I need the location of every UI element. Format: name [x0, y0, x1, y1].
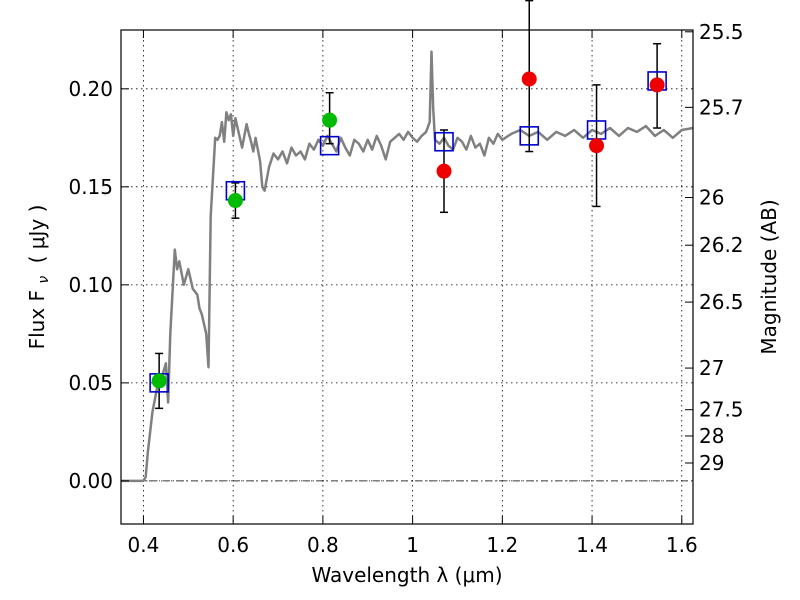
y-tick-label: 0.15 [68, 175, 113, 199]
y-axis-ticks: 0.00 0.05 0.10 0.15 0.20 [68, 77, 129, 493]
mag-tick-label: 26.5 [699, 290, 744, 314]
x-tick-label: 1.2 [486, 533, 518, 557]
y-axis-label-main: Flux F [25, 290, 49, 349]
measurement-point [436, 163, 452, 179]
detection-point [322, 112, 338, 128]
mag-tick-label: 25.5 [699, 20, 744, 44]
y-axis-label-unit: ( μJy ) [25, 205, 49, 264]
mag-tick-label: 27.5 [699, 398, 744, 422]
x-tick-label: 1 [406, 533, 419, 557]
y-axis-label-subscript: ν [36, 276, 52, 284]
detection-point [151, 373, 167, 389]
mag-tick-label: 28 [699, 424, 724, 448]
y-tick-label: 0.10 [68, 273, 113, 297]
measurement-point [589, 138, 605, 154]
y-axis-label: Flux F ν ( μJy ) [25, 205, 53, 350]
x-tick-label: 1.6 [666, 533, 698, 557]
model-photometry-square [319, 135, 340, 156]
magnitude-axis-label: Magnitude (AB) [757, 199, 781, 354]
observed-markers [151, 71, 665, 389]
measurement-point [521, 71, 537, 87]
x-tick-label: 0.8 [307, 533, 339, 557]
x-tick-label: 0.4 [128, 533, 160, 557]
magnitude-axis-ticks: 25.5 25.7 26 26.2 26.5 27 27.528 29 [685, 20, 744, 475]
grid-layer [121, 30, 693, 524]
y-tick-label: 0.00 [68, 469, 113, 493]
mag-tick-label: 29 [699, 451, 724, 475]
y-tick-label: 0.05 [68, 371, 113, 395]
x-axis-label: Wavelength λ (μm) [311, 563, 502, 587]
model-photometry-markers [149, 71, 667, 393]
mag-tick-label: 25.7 [699, 95, 744, 119]
detection-point [227, 193, 243, 209]
mag-tick-label: 26 [699, 186, 724, 210]
mag-tick-label: 27 [699, 356, 724, 380]
x-tick-label: 1.4 [576, 533, 608, 557]
x-tick-label: 0.6 [217, 533, 249, 557]
model-spectrum-line [121, 50, 694, 483]
mag-tick-label: 26.2 [699, 233, 744, 257]
measurement-point [649, 77, 665, 93]
plot-frame [120, 29, 694, 525]
model-photometry-square [434, 131, 454, 152]
y-tick-label: 0.20 [68, 77, 113, 101]
model-photometry-square [519, 126, 540, 146]
x-axis-ticks: 0.4 0.6 0.8 1 1.2 1.4 1.6 [128, 30, 698, 557]
